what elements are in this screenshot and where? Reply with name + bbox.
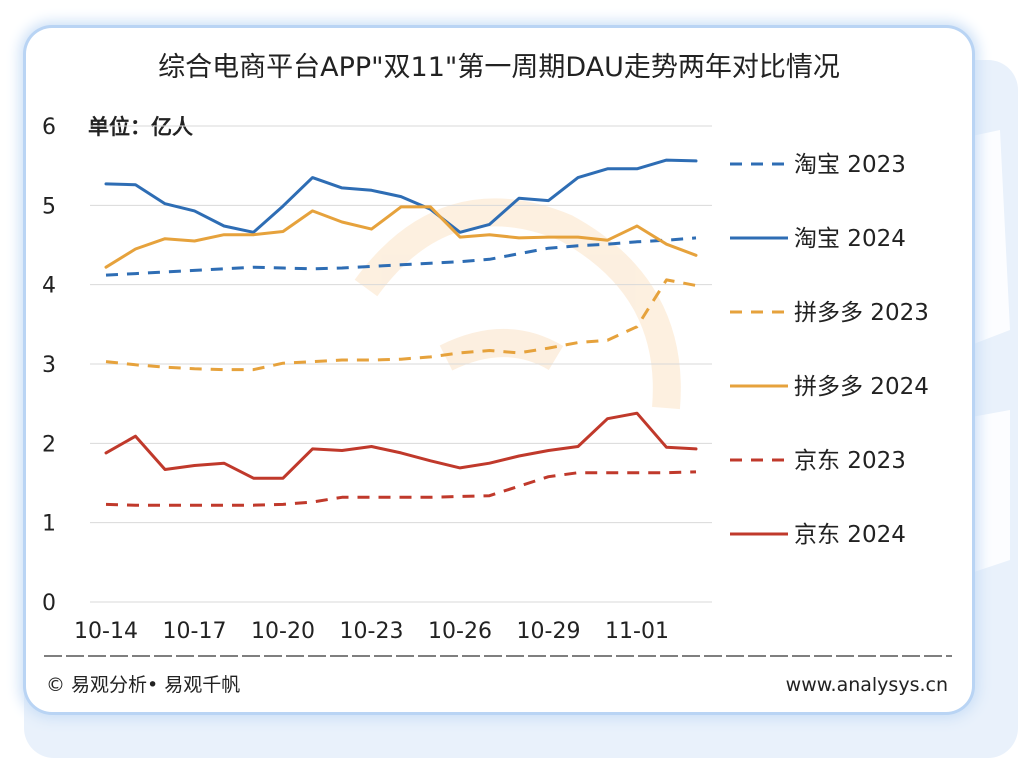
series-line [105,470,697,507]
series-1 [104,158,698,234]
unit-label: 单位：亿人 [88,115,193,139]
y-tick-label: 3 [42,353,56,378]
x-tick-label: 10-23 [340,619,404,644]
legend-label: 淘宝 2024 [794,226,906,252]
legend-item: 拼多多 2023 [730,300,929,326]
legend: 淘宝 2023 淘宝 2024 拼多多 2023 拼多多 2024 京东 2023 京东 … [730,152,929,548]
chart-svg: 综合电商平台APP"双11"第一周期DAU走势两年对比情况 单位：亿人 0 1 2 3… [42,52,952,696]
series-lines [104,158,698,507]
chart-title: 综合电商平台APP"双11"第一周期DAU走势两年对比情况 [158,52,840,83]
y-tick-label: 5 [42,194,56,219]
y-tick-label: 1 [42,512,56,537]
footer-copyright: © 易观分析• 易观千帆 [46,674,240,696]
legend-item: 京东 2023 [730,448,906,474]
legend-label: 拼多多 2024 [794,374,929,400]
y-tick-label: 2 [42,432,56,457]
watermark-arc [354,198,681,410]
x-tick-label: 10-26 [428,619,492,644]
y-tick-label: 4 [42,274,56,299]
x-tick-label: 10-29 [517,619,581,644]
x-tick-label: 10-20 [251,619,315,644]
y-tick-label: 0 [42,591,56,616]
legend-label: 淘宝 2023 [794,152,906,178]
series-0 [105,236,697,277]
series-2 [105,278,697,372]
series-3 [104,205,698,269]
y-axis-ticks: 0 1 2 3 4 5 6 [42,115,56,616]
legend-label: 京东 2023 [794,448,906,474]
legend-label: 拼多多 2023 [794,300,929,326]
x-tick-label: 10-14 [74,619,138,644]
legend-item: 京东 2024 [730,522,906,548]
x-tick-label: 10-17 [163,619,227,644]
legend-item: 淘宝 2023 [730,152,906,178]
y-tick-label: 6 [42,115,56,140]
series-line [104,158,698,234]
grid-lines [90,125,712,603]
series-4 [105,470,697,507]
legend-item: 拼多多 2024 [730,374,929,400]
x-tick-label: 11-01 [605,619,669,644]
legend-item: 淘宝 2024 [730,226,906,252]
x-axis-ticks: 10-14 10-17 10-20 10-23 10-26 10-29 11-01 [74,619,669,644]
legend-label: 京东 2024 [794,522,906,548]
footer-url: www.analysys.cn [786,674,948,696]
series-5 [104,411,698,480]
series-line [104,411,698,480]
chart-card: 综合电商平台APP"双11"第一周期DAU走势两年对比情况 单位：亿人 0 1 2 3… [26,28,972,712]
series-line [105,278,697,372]
